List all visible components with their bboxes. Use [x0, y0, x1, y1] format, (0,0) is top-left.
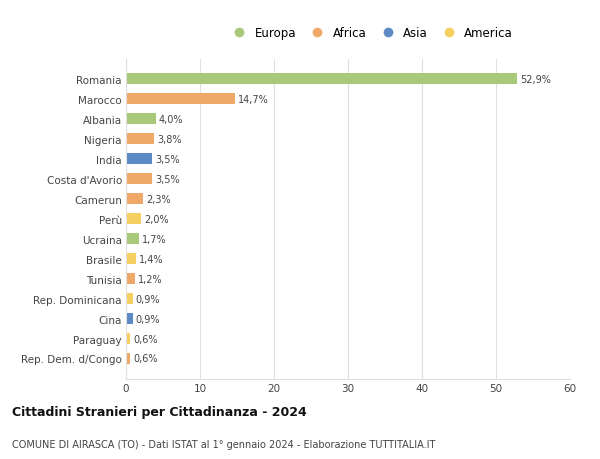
- Text: 4,0%: 4,0%: [158, 115, 183, 124]
- Bar: [126, 274, 135, 285]
- Bar: [126, 94, 235, 105]
- Text: 3,5%: 3,5%: [155, 154, 179, 164]
- Bar: [126, 214, 141, 224]
- Bar: [126, 114, 155, 125]
- Bar: [126, 353, 130, 364]
- Text: 1,2%: 1,2%: [138, 274, 163, 284]
- Bar: [126, 293, 133, 304]
- Bar: [126, 234, 139, 245]
- Text: 2,3%: 2,3%: [146, 194, 170, 204]
- Text: Cittadini Stranieri per Cittadinanza - 2024: Cittadini Stranieri per Cittadinanza - 2…: [12, 405, 307, 419]
- Bar: [126, 333, 130, 344]
- Text: 0,9%: 0,9%: [136, 294, 160, 304]
- Text: 2,0%: 2,0%: [144, 214, 169, 224]
- Bar: [126, 154, 152, 165]
- Bar: [126, 253, 136, 264]
- Bar: [126, 174, 152, 185]
- Bar: [126, 134, 154, 145]
- Text: 1,7%: 1,7%: [142, 234, 166, 244]
- Bar: [126, 74, 517, 85]
- Text: 0,6%: 0,6%: [133, 334, 158, 344]
- Bar: [126, 313, 133, 325]
- Text: 0,6%: 0,6%: [133, 354, 158, 364]
- Text: 1,4%: 1,4%: [139, 254, 164, 264]
- Text: 14,7%: 14,7%: [238, 95, 268, 105]
- Bar: [126, 194, 143, 205]
- Text: 3,5%: 3,5%: [155, 174, 179, 185]
- Text: 52,9%: 52,9%: [520, 75, 551, 84]
- Text: 0,9%: 0,9%: [136, 314, 160, 324]
- Text: 3,8%: 3,8%: [157, 134, 182, 145]
- Legend: Europa, Africa, Asia, America: Europa, Africa, Asia, America: [227, 27, 513, 40]
- Text: COMUNE DI AIRASCA (TO) - Dati ISTAT al 1° gennaio 2024 - Elaborazione TUTTITALIA: COMUNE DI AIRASCA (TO) - Dati ISTAT al 1…: [12, 440, 436, 449]
